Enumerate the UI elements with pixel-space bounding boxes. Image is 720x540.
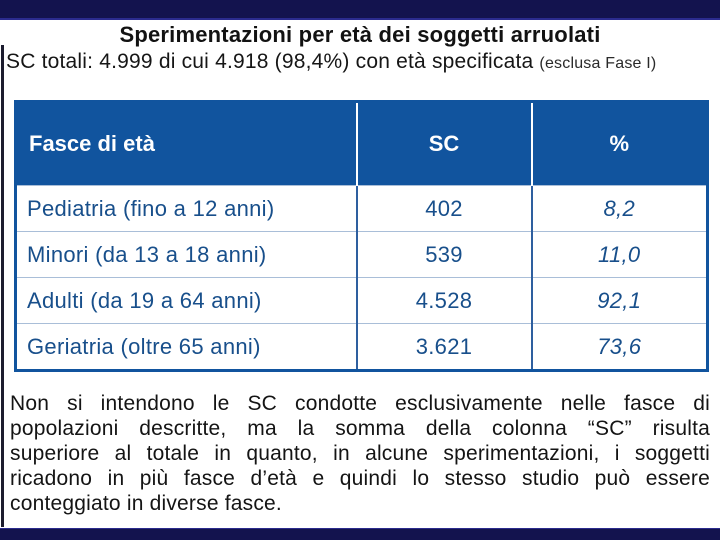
slide-title: Sperimentazioni per età dei soggetti arr… — [119, 22, 601, 47]
explanatory-note: Non si intendono le SC condotte esclusiv… — [10, 391, 710, 516]
slide-subtitle: SC totali: 4.999 di cui 4.918 (98,4%) co… — [6, 50, 718, 74]
table-row: Minori (da 13 a 18 anni) 539 11,0 — [15, 231, 708, 278]
age-groups-table: Fasce di età SC % Pediatria (fino a 12 a… — [14, 100, 709, 372]
row-label: Pediatria (fino a 12 anni) — [15, 185, 357, 232]
row-label: Minori (da 13 a 18 anni) — [15, 231, 357, 278]
row-sc-value: 539 — [355, 231, 532, 278]
subtitle-parenthetical: (esclusa Fase I) — [539, 55, 657, 72]
subtitle-main-text: SC totali: 4.999 di cui 4.918 (98,4%) co… — [6, 50, 534, 73]
column-header-sc: SC — [355, 101, 532, 186]
row-sc-value: 4.528 — [355, 277, 532, 324]
note-line: Non si intendono le SC condotte esclusiv… — [10, 392, 710, 415]
row-sc-value: 402 — [355, 185, 532, 232]
table-row: Adulti (da 19 a 64 anni) 4.528 92,1 — [15, 277, 708, 324]
note-line: conteggiato in diverse fasce. — [10, 492, 282, 515]
column-header-pct: % — [530, 101, 708, 186]
row-sc-value: 3.621 — [355, 323, 532, 371]
scan-border-line — [1, 45, 4, 527]
row-label: Geriatria (oltre 65 anni) — [15, 323, 357, 371]
note-line: ricadono in più fasce d’età e quindi lo … — [10, 467, 710, 490]
column-header-fasce: Fasce di età — [15, 101, 357, 186]
note-line: popolazioni descritte, ma la somma della… — [10, 417, 710, 440]
top-navy-bar — [0, 0, 720, 20]
bottom-navy-bar — [0, 528, 720, 540]
row-label: Adulti (da 19 a 64 anni) — [15, 277, 357, 324]
row-pct-value: 11,0 — [530, 231, 708, 278]
table-row: Geriatria (oltre 65 anni) 3.621 73,6 — [15, 323, 708, 371]
table-row: Pediatria (fino a 12 anni) 402 8,2 — [15, 185, 708, 232]
row-pct-value: 8,2 — [530, 185, 708, 232]
row-pct-value: 73,6 — [530, 323, 708, 371]
row-pct-value: 92,1 — [530, 277, 708, 324]
note-line: superiore al totale in quanto, in alcune… — [10, 442, 710, 465]
table-header-row: Fasce di età SC % — [15, 101, 708, 186]
